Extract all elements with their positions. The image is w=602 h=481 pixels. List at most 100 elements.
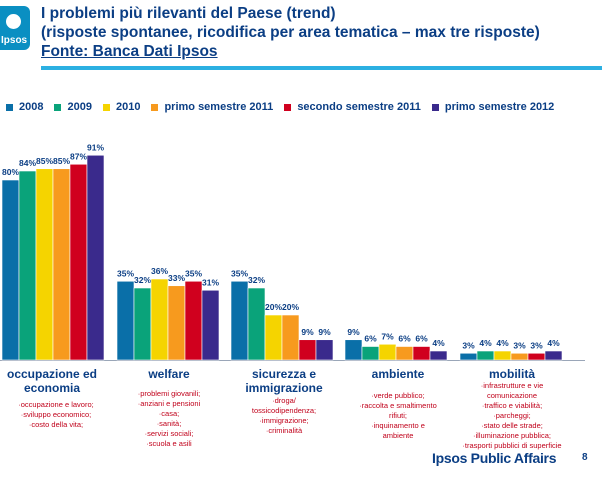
category-label: occupazione ed economia [6,367,98,395]
bar-2-secondo-semestre-2011 [184,280,203,361]
legend-item: primo semestre 2011 [151,101,273,113]
category-note-line: ·scuola e asili [146,439,192,448]
page-number: 8 [582,452,588,463]
category-note-line: ·illuminazione pubblica; [473,431,551,440]
value-label: 6% [415,334,428,344]
value-label: 20% [282,302,299,312]
category-note-line: ·sviluppo economico; [20,410,92,419]
value-label: 87% [70,151,87,161]
bar-5-2009 [476,350,495,361]
value-label: 20% [265,302,282,312]
category-note-line: ·anziani e pensioni [137,399,201,408]
bar-1-primo-semestre-2012 [86,154,105,361]
title-line-2: (risposte spontanee, ricodifica per area… [41,24,540,41]
value-label: 32% [248,275,265,285]
bar-3-primo-semestre-2011 [281,314,300,361]
value-label: 4% [547,338,560,348]
legend-item: secondo semestre 2011 [284,101,421,113]
category-note-line: ambiente [382,431,414,440]
title-line-1: I problemi più rilevanti del Paese (tren… [41,5,336,22]
bar-3-2010 [264,314,283,361]
bar-5-2008 [459,352,478,361]
category-note-line: ·infrastrutture e vie [480,381,544,390]
ipsos-logo: Ipsos [0,6,30,50]
value-label: 6% [398,334,411,344]
value-label: 6% [364,334,377,344]
legend-swatch [431,103,439,111]
bar-1-2008 [1,179,20,361]
category-note-line: ·sanità; [156,419,182,428]
value-label: 31% [202,277,219,287]
category-note-line: ·verde pubblico; [371,391,425,400]
category-notes: ·occupazione e lavoro; ·sviluppo economic… [0,400,112,430]
legend-label: 2008 [19,101,44,113]
legend-swatch [151,103,159,111]
category-note-line: ·immigrazione; [259,416,309,425]
value-label: 33% [168,273,185,283]
legend-item: 2009 [54,101,92,113]
value-label: 80% [2,167,19,177]
legend-label: 2009 [67,101,92,113]
bar-4-2008 [344,339,363,361]
category-note-line: ·parcheggi; [493,411,531,420]
bar-4-primo-semestre-2011 [395,346,414,361]
category-note-line: ·droga/ [272,396,296,405]
value-label: 3% [513,340,526,350]
legend-item: 2008 [6,101,43,113]
bar-2-2008 [116,280,135,361]
category-note-line: comunicazione [486,391,538,400]
bar-5-secondo-semestre-2011 [527,352,546,361]
value-label: 35% [231,268,248,278]
category-label: welfare [148,367,190,381]
bar-3-secondo-semestre-2011 [298,339,317,361]
bar-4-2010 [378,343,397,361]
category-note-line: ·occupazione e lavoro; [18,400,94,409]
value-label: 9% [347,327,360,337]
value-label: 36% [151,266,168,276]
source-line: Fonte: Banca Dati Ipsos [41,43,218,60]
value-label: 3% [462,340,475,350]
bar-4-primo-semestre-2012 [429,350,448,361]
bar-5-primo-semestre-2011 [510,352,529,361]
legend-swatch [102,103,110,111]
value-label: 91% [87,142,104,152]
value-label: 4% [432,338,445,348]
bar-2-2009 [133,287,152,361]
legend-label: primo semestre 2011 [164,101,274,113]
bar-3-2008 [230,280,249,361]
category-notes: ·problemi giovanili; ·anziani e pensioni ·… [109,389,229,449]
bar-1-primo-semestre-2011 [52,168,71,361]
value-label: 85% [53,156,70,166]
value-label: 7% [381,331,394,341]
bar-2-primo-semestre-2012 [201,289,220,361]
category-notes: ·verde pubblico; ·raccolta e smaltimento r… [338,391,458,441]
legend-label: secondo semestre 2011 [297,101,421,113]
bar-5-2010 [493,350,512,361]
category-note-line: ·inquinamento e [371,421,425,430]
category-note-line: ·raccolta e smaltimento [359,401,437,410]
chart-legend: 2008 2009 2010 primo semestre 2011 secondo s… [6,101,596,113]
category-notes: ·infrastrutture e vie comunicazione ·traff… [442,381,582,451]
bar-5-primo-semestre-2012 [544,350,563,361]
bar-1-secondo-semestre-2011 [69,163,88,361]
bar-2-primo-semestre-2011 [167,285,186,361]
value-label: 35% [185,268,202,278]
value-label: 85% [36,156,53,166]
category-note-line: rifiuti; [389,411,407,420]
category-note-line: ·costo della vita; [28,420,84,429]
value-label: 32% [134,275,151,285]
legend-swatch [6,103,13,111]
bar-2-2010 [150,278,169,361]
legend-swatch [284,103,292,111]
legend-swatch [54,103,62,111]
logo-text: Ipsos [1,35,28,46]
title-rule [41,66,602,70]
category-note-line: ·traffico e viabilità; [481,401,543,410]
category-note-line: tossicodipendenza; [251,406,317,415]
legend-label: primo semestre 2012 [444,101,555,113]
value-label: 9% [301,327,314,337]
value-label: 4% [496,338,509,348]
category-label: mobilità [488,367,535,381]
value-label: 84% [19,158,36,168]
